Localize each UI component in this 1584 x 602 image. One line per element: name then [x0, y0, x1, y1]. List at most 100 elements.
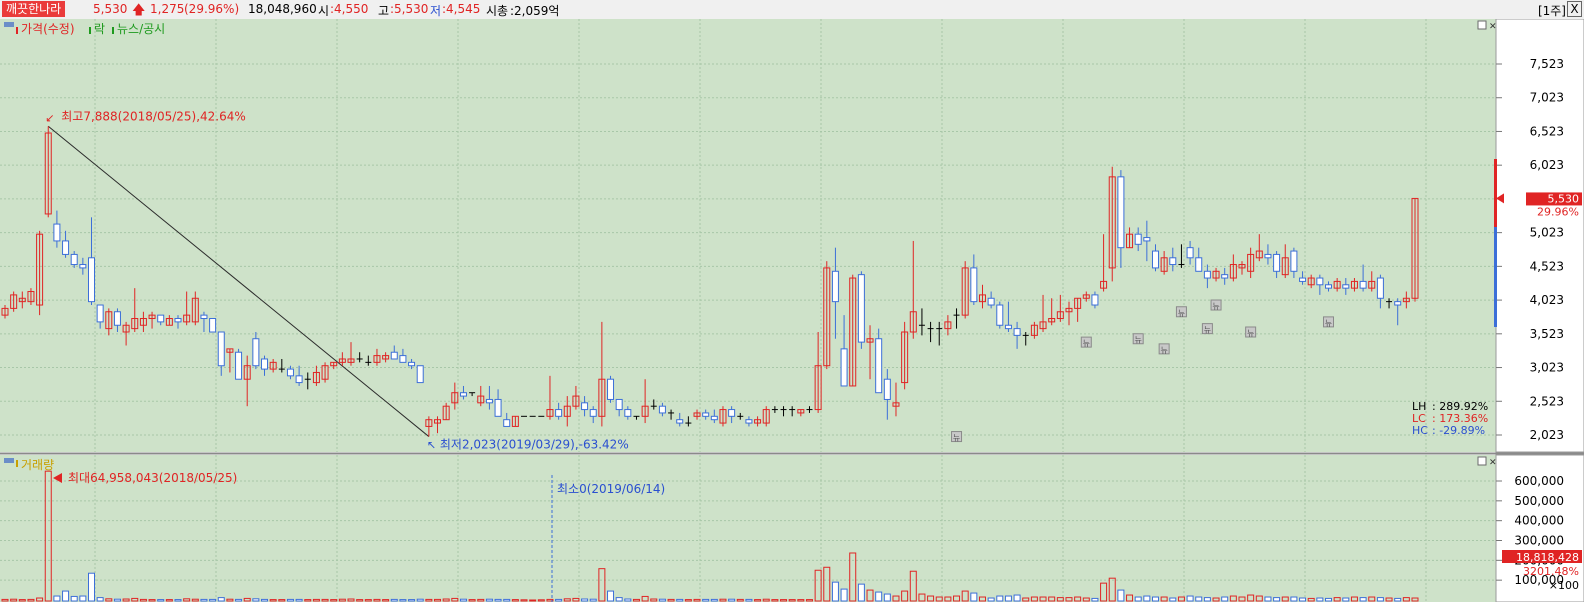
candle[interactable]	[581, 396, 589, 417]
candle[interactable]	[451, 382, 459, 410]
volume-bar[interactable]	[338, 598, 346, 602]
candle[interactable]	[555, 402, 563, 420]
candle[interactable]	[1212, 267, 1220, 282]
volume-bar[interactable]	[356, 599, 364, 602]
volume-bar[interactable]	[174, 599, 182, 602]
candle[interactable]	[1004, 301, 1012, 332]
volume-bar[interactable]	[658, 598, 666, 602]
volume-bar[interactable]	[183, 598, 191, 602]
volume-bar[interactable]	[1169, 597, 1177, 602]
volume-bar[interactable]	[624, 598, 632, 602]
candle[interactable]	[469, 392, 476, 397]
volume-bar[interactable]	[1117, 589, 1125, 602]
volume-bar[interactable]	[805, 599, 813, 602]
volume-bar[interactable]	[1290, 596, 1298, 602]
volume-bar[interactable]	[1143, 595, 1151, 602]
volume-bar[interactable]	[581, 598, 589, 602]
candle[interactable]	[806, 406, 813, 413]
candle[interactable]	[382, 352, 390, 363]
volume-bar[interactable]	[1299, 597, 1307, 602]
candle[interactable]	[105, 308, 113, 336]
volume-panel-maximize-button[interactable]	[1477, 456, 1487, 466]
volume-bar[interactable]	[1359, 597, 1367, 602]
volume-bar[interactable]	[719, 598, 727, 602]
candle[interactable]	[477, 385, 485, 407]
candle[interactable]	[633, 415, 640, 420]
candle[interactable]	[1402, 291, 1410, 309]
volume-bar[interactable]	[987, 597, 995, 602]
volume-bar[interactable]	[857, 583, 865, 602]
volume-bar[interactable]	[382, 599, 390, 602]
volume-bar[interactable]	[442, 598, 450, 602]
candle[interactable]	[1091, 291, 1099, 309]
candle[interactable]	[425, 416, 433, 437]
volume-bar[interactable]	[494, 598, 502, 602]
candle[interactable]	[1022, 331, 1029, 346]
candle[interactable]	[338, 352, 346, 366]
candle[interactable]	[53, 210, 61, 248]
candle[interactable]	[278, 358, 285, 373]
price-panel-close-icon[interactable]: ✕	[1489, 22, 1497, 32]
volume-bar[interactable]	[321, 598, 329, 602]
volume-bar[interactable]	[286, 598, 294, 602]
volume-bar[interactable]	[113, 598, 121, 602]
volume-bar[interactable]	[1273, 597, 1281, 602]
candle[interactable]	[1238, 261, 1246, 275]
candle[interactable]	[1169, 247, 1177, 272]
candle[interactable]	[589, 406, 597, 424]
volume-bar[interactable]	[62, 590, 70, 602]
news-marker-icon[interactable]: 뉴	[1245, 326, 1257, 338]
volume-bar[interactable]	[243, 597, 251, 602]
candle[interactable]	[1, 305, 9, 319]
volume-bar[interactable]	[36, 597, 44, 602]
volume-bar[interactable]	[1307, 597, 1315, 602]
volume-bar[interactable]	[468, 599, 476, 602]
candle[interactable]	[780, 406, 787, 417]
candle[interactable]	[1299, 271, 1307, 285]
volume-bar[interactable]	[1247, 594, 1255, 602]
candle[interactable]	[685, 416, 692, 427]
candle[interactable]	[1359, 264, 1367, 292]
candle[interactable]	[1350, 278, 1358, 292]
volume-bar[interactable]	[373, 598, 381, 602]
candle[interactable]	[987, 291, 995, 309]
volume-bar[interactable]	[849, 552, 857, 602]
candle[interactable]	[148, 311, 156, 329]
candle[interactable]	[572, 385, 580, 410]
volume-bar[interactable]	[1264, 596, 1272, 602]
candle[interactable]	[615, 398, 623, 417]
candle[interactable]	[347, 342, 355, 366]
candle[interactable]	[312, 365, 320, 386]
candle[interactable]	[668, 409, 675, 420]
volume-bar[interactable]	[736, 598, 744, 602]
candle[interactable]	[1195, 247, 1203, 272]
candle[interactable]	[1074, 297, 1082, 322]
volume-bar[interactable]	[434, 598, 442, 602]
candle[interactable]	[1048, 298, 1056, 326]
volume-bar[interactable]	[667, 598, 675, 602]
candle[interactable]	[44, 126, 52, 218]
volume-bar[interactable]	[1126, 594, 1134, 602]
candle[interactable]	[27, 288, 35, 306]
volume-bar[interactable]	[563, 598, 571, 602]
volume-bar[interactable]	[650, 598, 658, 602]
candle[interactable]	[1013, 321, 1021, 349]
candle[interactable]	[710, 409, 718, 424]
volume-bar[interactable]	[1091, 597, 1099, 602]
volume-bar[interactable]	[131, 597, 139, 602]
volume-bar[interactable]	[1177, 596, 1185, 602]
candle[interactable]	[1247, 247, 1255, 279]
volume-bar[interactable]	[1151, 596, 1159, 602]
volume-panel-menu-icon[interactable]	[4, 458, 14, 463]
candle[interactable]	[122, 321, 130, 346]
volume-bar[interactable]	[555, 598, 563, 602]
candle[interactable]	[978, 284, 986, 309]
candle[interactable]	[390, 345, 398, 360]
candle[interactable]	[1264, 244, 1272, 265]
volume-bar[interactable]	[875, 591, 883, 602]
candle[interactable]	[485, 385, 493, 410]
volume-bar[interactable]	[788, 599, 796, 602]
volume-bar[interactable]	[1255, 595, 1263, 602]
candle[interactable]	[286, 365, 294, 380]
volume-bar[interactable]	[745, 598, 753, 602]
